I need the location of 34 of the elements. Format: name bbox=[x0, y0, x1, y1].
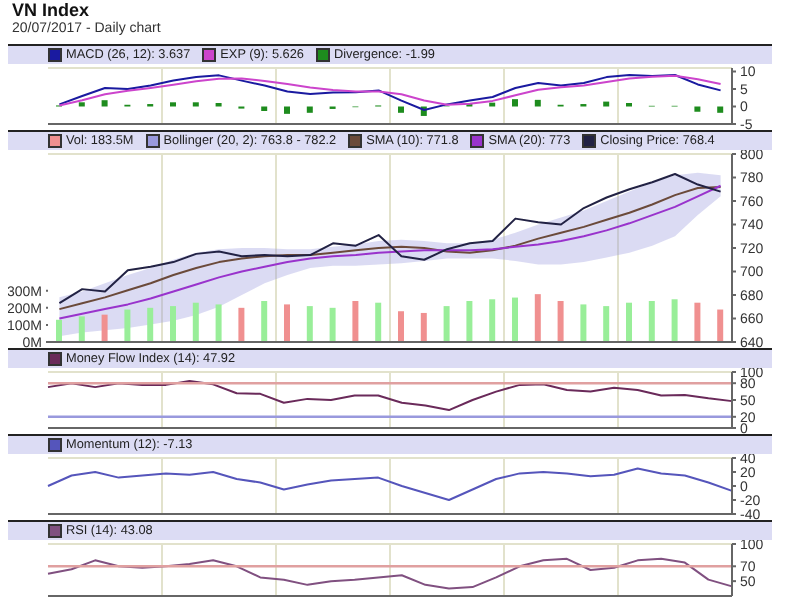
bar bbox=[306, 306, 313, 342]
bar bbox=[443, 306, 450, 342]
bar bbox=[489, 299, 496, 342]
bar bbox=[375, 302, 382, 342]
bar bbox=[603, 306, 610, 342]
chart-title: VN Index bbox=[10, 0, 92, 21]
bar bbox=[147, 307, 154, 342]
bar bbox=[78, 316, 85, 342]
bar bbox=[192, 302, 199, 342]
bar bbox=[261, 300, 268, 342]
bar bbox=[352, 300, 359, 342]
bar bbox=[420, 312, 427, 342]
bar bbox=[534, 294, 541, 342]
bar bbox=[398, 311, 404, 342]
bar bbox=[512, 297, 518, 342]
bar bbox=[717, 309, 724, 342]
bar bbox=[238, 307, 245, 342]
bar bbox=[215, 304, 222, 342]
bar bbox=[626, 302, 632, 342]
bar bbox=[466, 300, 473, 342]
bar bbox=[56, 319, 62, 342]
bar bbox=[124, 309, 131, 342]
bar bbox=[101, 314, 108, 342]
bar bbox=[648, 300, 655, 342]
bar bbox=[671, 299, 678, 342]
bar bbox=[329, 307, 336, 342]
line-series bbox=[47, 467, 733, 501]
bar bbox=[694, 302, 701, 342]
bar bbox=[284, 304, 290, 342]
bar bbox=[170, 306, 176, 342]
bar bbox=[557, 300, 564, 342]
line-series bbox=[47, 379, 733, 412]
line-series bbox=[47, 557, 733, 590]
bar bbox=[580, 304, 587, 342]
